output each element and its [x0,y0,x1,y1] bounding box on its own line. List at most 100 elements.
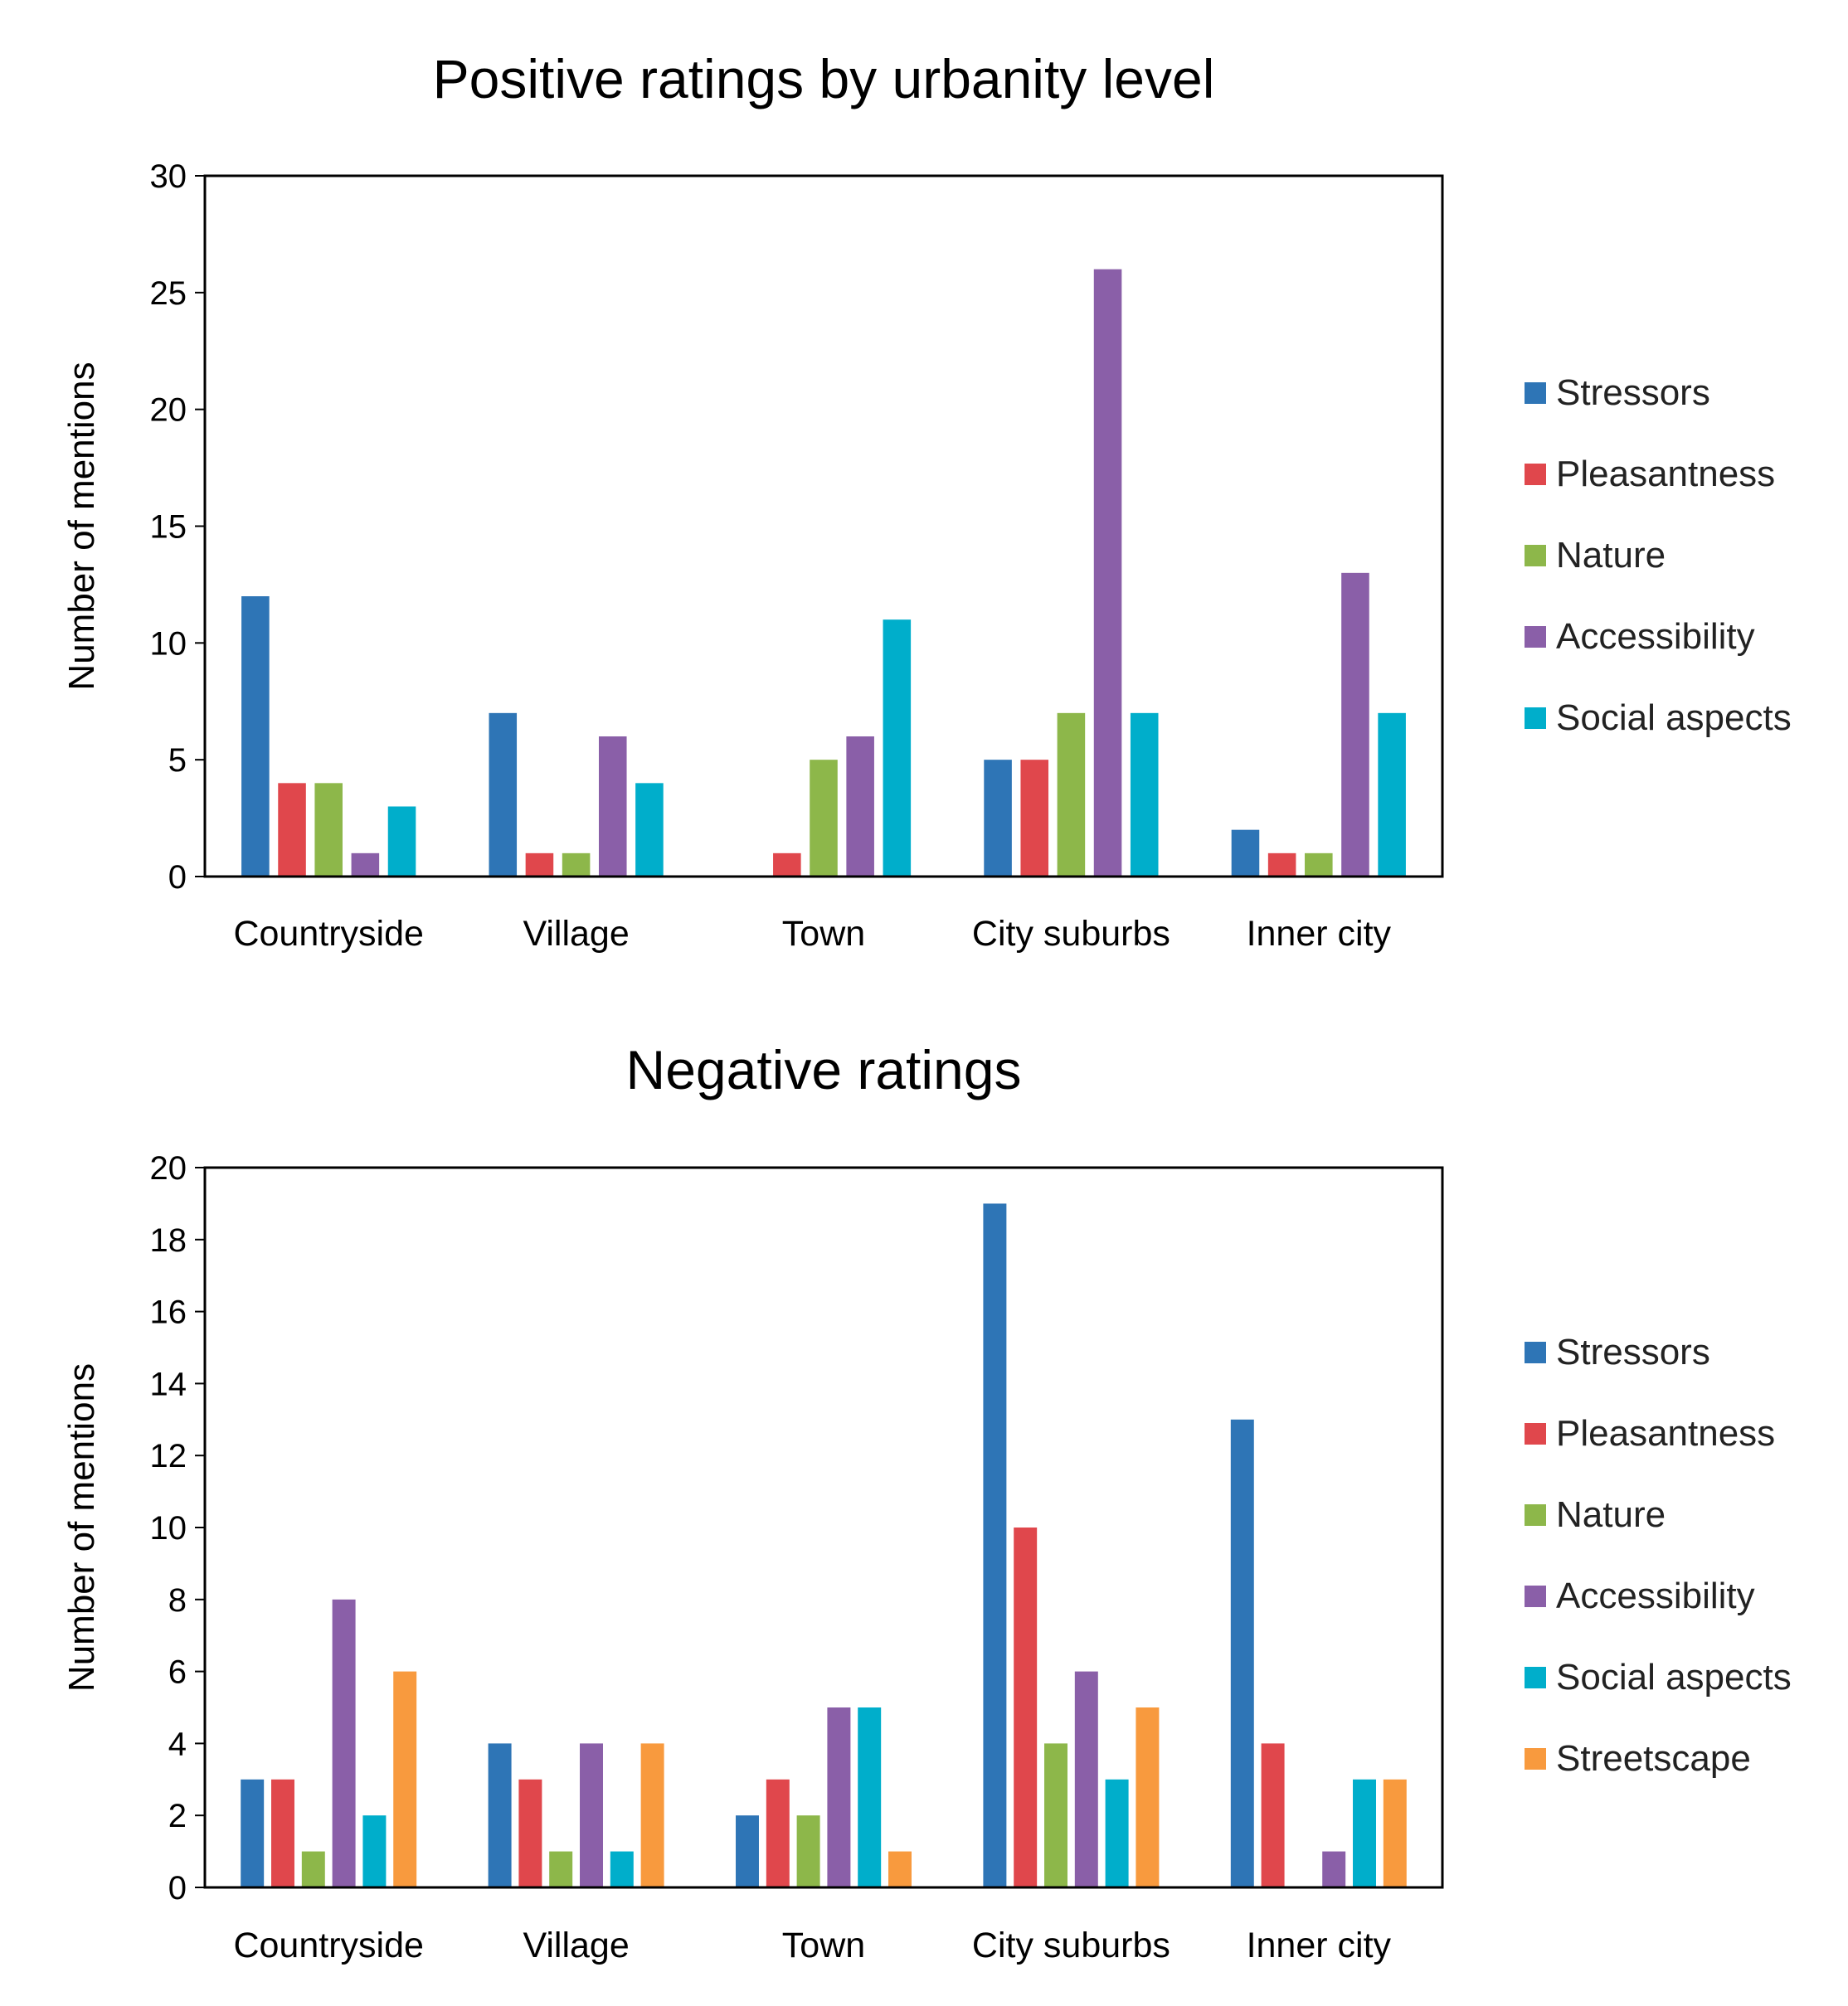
chart1-legend-label-pleasantness: Pleasantness [1556,454,1775,494]
chart2-y-tick-label: 12 [150,1438,187,1474]
chart2-bar-countryside-streetscape [393,1671,417,1887]
chart2-bar-town-stressors [736,1815,759,1887]
chart2-bar-inner-city-pleasantness [1261,1743,1285,1887]
chart2-bar-town-social-aspects [858,1707,882,1887]
chart1-bar-village-stressors [489,712,518,877]
negative-ratings-chart: Negative ratings Number of mentions 0 2 4 6 8 1… [61,1039,1792,1965]
chart1-bar-village-social-aspects [635,783,664,877]
chart2-bar-town-accessibility [827,1707,851,1887]
chart2-bar-village-nature [549,1851,573,1887]
chart1-bar-village-pleasantness [525,852,554,877]
chart1-bar-inner-city-accessibility [1341,572,1369,877]
chart2-bar-town-nature [796,1815,820,1887]
chart2-legend-label-nature: Nature [1556,1494,1666,1535]
chart1-bar-countryside-social-aspects [387,806,416,877]
chart1-bar-town-nature [810,760,838,877]
chart2-y-tick-label: 10 [150,1510,187,1547]
chart2-legend-label-pleasantness: Pleasantness [1556,1413,1775,1454]
chart1-bar-countryside-pleasantness [278,783,306,877]
chart1-y-tick-label: 5 [168,742,187,779]
chart2-bar-village-accessibility [580,1743,603,1887]
chart1-x-tick-label-village: Village [523,914,629,954]
chart2-bar-town-pleasantness [766,1779,790,1887]
chart2-y-tick-label: 18 [150,1222,187,1259]
chart2-bar-inner-city-social-aspects [1353,1779,1376,1887]
chart2-legend-swatch-nature [1525,1504,1546,1526]
chart1-plot-area [203,174,1444,878]
chart2-y-tick-label: 0 [168,1870,187,1906]
chart2-bar-inner-city-accessibility [1322,1851,1346,1887]
chart1-bar-town-accessibility [846,736,874,877]
chart1-legend-label-stressors: Stressors [1556,372,1710,413]
chart2-legend-label-stressors: Stressors [1556,1332,1710,1372]
chart2-bar-village-stressors [488,1743,512,1887]
chart2-y-tick-label: 8 [168,1582,187,1619]
chart2-legend-label-streetscape: Streetscape [1556,1738,1751,1779]
chart2-bar-countryside-stressors [241,1779,265,1887]
chart1-bar-countryside-stressors [241,596,270,877]
chart1-bar-town-pleasantness [773,852,801,877]
chart2-bar-countryside-nature [301,1851,325,1887]
chart2-legend-swatch-streetscape [1525,1748,1546,1770]
chart2-title: Negative ratings [626,1039,1022,1100]
chart2-x-tick-label-countryside: Countryside [233,1926,423,1965]
chart1-bar-city-suburbs-nature [1057,712,1086,877]
chart2-bar-city-suburbs-accessibility [1074,1671,1098,1887]
chart2-x-tick-label-inner-city: Inner city [1247,1926,1392,1965]
chart1-bar-town-social-aspects [883,619,912,877]
chart2-y-tick-label: 16 [150,1294,187,1331]
chart1-legend-swatch-pleasantness [1525,464,1546,485]
chart1-title: Positive ratings by urbanity level [433,48,1215,109]
chart1-bar-countryside-accessibility [351,852,380,877]
chart2-y-tick-label: 2 [168,1798,187,1834]
chart2-bar-village-streetscape [640,1743,664,1887]
chart1-bar-inner-city-pleasantness [1267,852,1296,877]
chart1-x-tick-label-town: Town [782,914,865,954]
chart1-bar-city-suburbs-pleasantness [1020,760,1049,877]
chart1-y-tick-label: 0 [168,859,187,896]
chart1-x-tick-label-countryside: Countryside [233,914,423,954]
chart2-bar-countryside-accessibility [332,1599,356,1887]
chart1-x-tick-label-city-suburbs: City suburbs [972,914,1170,954]
chart2-bar-countryside-social-aspects [362,1815,387,1887]
chart1-bar-inner-city-social-aspects [1378,712,1406,877]
chart1-y-tick-label: 30 [150,158,187,195]
chart1-x-tick-label-inner-city: Inner city [1247,914,1392,954]
chart1-bar-city-suburbs-stressors [984,760,1012,877]
chart1-y-tick-label: 15 [150,509,187,546]
chart2-bar-village-pleasantness [518,1779,542,1887]
chart2-bar-inner-city-stressors [1230,1419,1254,1887]
chart1-y-tick-label: 25 [150,275,187,312]
chart2-x-tick-label-village: Village [523,1926,629,1965]
chart1-legend-label-accessibility: Accessibility [1556,616,1755,657]
chart1-bar-inner-city-nature [1305,852,1333,877]
chart1-legend-swatch-accessibility [1525,626,1546,648]
chart2-bar-countryside-pleasantness [271,1779,294,1887]
chart2-bar-village-social-aspects [610,1851,634,1887]
chart1-bar-inner-city-stressors [1231,829,1260,877]
chart1-bar-city-suburbs-accessibility [1093,269,1122,877]
chart1-bar-countryside-nature [314,783,343,877]
chart2-legend-swatch-accessibility [1525,1586,1546,1607]
chart2-y-tick-label: 6 [168,1654,187,1691]
chart2-x-tick-label-city-suburbs: City suburbs [972,1926,1170,1965]
chart2-y-tick-label: 14 [150,1366,187,1402]
positive-ratings-chart: Positive ratings by urbanity level Number… [61,48,1792,954]
chart1-legend-swatch-stressors [1525,382,1546,404]
chart1-y-tick-label: 20 [150,392,187,429]
chart2-bar-city-suburbs-nature [1044,1743,1067,1887]
chart2-y-axis-label: Number of mentions [61,1363,102,1692]
chart1-bar-city-suburbs-social-aspects [1130,712,1159,877]
chart2-y-tick-label: 20 [150,1150,187,1187]
chart2-plot-area [203,1166,1444,1889]
chart1-legend-label-social-aspects: Social aspects [1556,697,1792,738]
chart2-legend-swatch-social-aspects [1525,1667,1546,1688]
chart2-legend-label-accessibility: Accessibility [1556,1576,1755,1616]
chart2-bar-inner-city-streetscape [1383,1779,1407,1887]
chart2-bar-city-suburbs-stressors [983,1203,1007,1887]
chart2-bar-city-suburbs-streetscape [1136,1707,1160,1887]
chart1-y-axis-label: Number of mentions [61,362,102,690]
chart2-bar-city-suburbs-pleasantness [1014,1528,1038,1887]
chart2-legend-label-social-aspects: Social aspects [1556,1657,1792,1698]
